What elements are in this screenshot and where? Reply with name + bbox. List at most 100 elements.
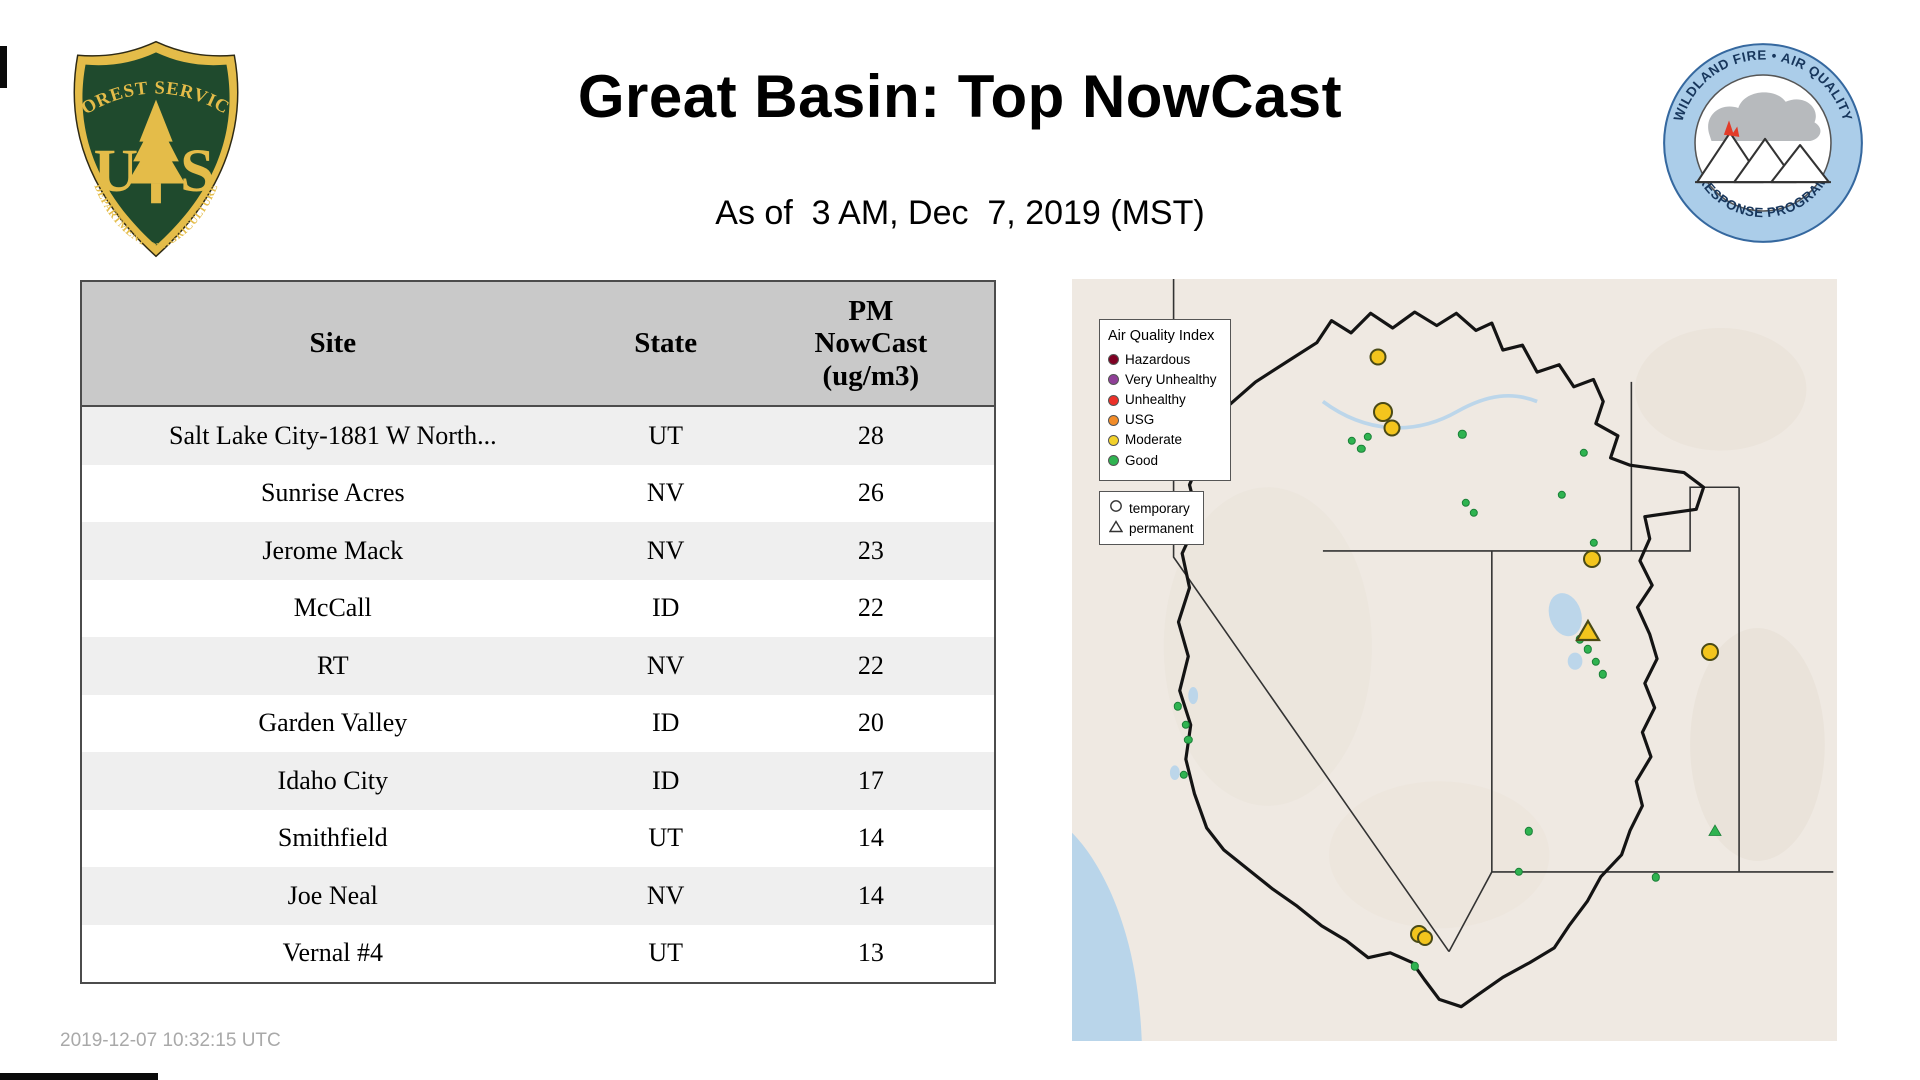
monitor-marker-good-circle[interactable]: [1583, 645, 1592, 654]
site-type-label: permanent: [1129, 520, 1194, 536]
monitor-marker-good-triangle[interactable]: [1707, 824, 1722, 836]
table-row: Vernal #4 UT 13: [82, 925, 994, 983]
table-cell-value: 23: [857, 535, 884, 565]
col-header-state: State: [634, 327, 698, 360]
table-cell-state: ID: [651, 708, 680, 738]
table-cell-value: 22: [857, 593, 884, 623]
table-cell-site: Smithfield: [277, 823, 388, 853]
table-cell-site: Joe Neal: [287, 880, 378, 910]
monitor-marker-good-circle[interactable]: [1181, 720, 1191, 729]
monitor-marker-good-circle[interactable]: [1179, 770, 1188, 780]
aqi-color-dot: [1108, 455, 1119, 467]
aqi-color-dot: [1108, 354, 1119, 366]
site-type-legend: temporary permanent: [1099, 491, 1204, 546]
monitor-marker-good-circle[interactable]: [1457, 430, 1467, 439]
screen-artifact-left: [0, 46, 7, 88]
page-title: Great Basin: Top NowCast: [577, 63, 1343, 130]
aqi-legend-label: Hazardous: [1125, 351, 1191, 367]
monitor-marker-good-circle[interactable]: [1173, 702, 1182, 711]
table-body: Salt Lake City-1881 W North... UT 28 Sunris…: [82, 407, 994, 982]
aqi-legend-label: Very Unhealthy: [1125, 371, 1217, 387]
usfs-pine-tree-icon: [127, 99, 185, 204]
table-cell-site: McCall: [293, 593, 372, 623]
snake-river: [1321, 393, 1538, 430]
wfaqrp-logo: WILDLAND FIRE • AIR QUALITY RESPONSE PRO…: [1663, 43, 1863, 243]
great-basin-boundary: [1176, 310, 1706, 1009]
aqi-legend-label: Good: [1125, 452, 1159, 468]
table-cell-state: NV: [646, 535, 685, 565]
aqi-legend-item: Unhealthy: [1108, 391, 1222, 409]
monitor-marker-good-circle[interactable]: [1469, 508, 1478, 518]
aqi-legend-item: USG: [1108, 411, 1222, 429]
table-cell-site: Jerome Mack: [262, 535, 404, 565]
monitor-marker-good-circle[interactable]: [1589, 538, 1598, 547]
table-row: Smithfield UT 14: [82, 810, 994, 868]
monitor-marker-good-circle[interactable]: [1410, 962, 1419, 971]
monitor-marker-good-circle[interactable]: [1347, 436, 1357, 445]
monitor-marker-moderate-triangle[interactable]: [1575, 618, 1602, 641]
table-row: Sunrise Acres NV 26: [82, 465, 994, 523]
table-cell-value: 14: [857, 823, 884, 853]
monitor-marker-moderate-circle[interactable]: [1369, 348, 1387, 366]
page-subtitle: As of 3 AM, Dec 7, 2019 (MST): [715, 194, 1205, 232]
table-row: Jerome Mack NV 23: [82, 522, 994, 580]
usfs-monogram-s: S: [180, 137, 214, 205]
monitor-marker-good-circle[interactable]: [1598, 670, 1608, 679]
mountains-icon: [1695, 131, 1831, 184]
table-cell-state: UT: [648, 823, 683, 853]
monitor-marker-good-circle[interactable]: [1557, 490, 1566, 499]
aqi-color-dot: [1108, 374, 1119, 386]
table-cell-site: Vernal #4: [282, 938, 383, 968]
monitor-marker-good-circle[interactable]: [1524, 827, 1533, 836]
table-cell-value: 22: [857, 650, 884, 680]
table-cell-value: 28: [857, 420, 884, 450]
table-cell-value: 26: [857, 478, 884, 508]
table-row: McCall ID 22: [82, 580, 994, 638]
triangle-glyph-icon: [1108, 519, 1124, 538]
table-cell-state: NV: [646, 650, 685, 680]
monitor-marker-good-circle[interactable]: [1514, 867, 1523, 877]
col-header-pm-nowcast: PM NowCast (ug/m3): [814, 294, 928, 392]
flame-icon: [1723, 120, 1740, 137]
monitor-marker-good-circle[interactable]: [1651, 872, 1660, 882]
table-row: Idaho City ID 17: [82, 752, 994, 810]
aqi-legend: Air Quality Index Hazardous Very Unhealth…: [1099, 319, 1231, 481]
monitor-marker-moderate-circle[interactable]: [1417, 930, 1434, 947]
col-header-site: Site: [309, 327, 357, 360]
aqi-legend-title: Air Quality Index: [1108, 328, 1215, 344]
table-cell-site: Garden Valley: [258, 708, 408, 738]
aqi-legend-item: Very Unhealthy: [1108, 371, 1222, 389]
site-type-legend-item: permanent: [1108, 519, 1194, 538]
table-cell-site: RT: [316, 650, 349, 680]
monitor-marker-good-circle[interactable]: [1184, 735, 1193, 745]
monitor-marker-good-circle[interactable]: [1363, 432, 1373, 441]
map-markers: [1072, 279, 1837, 1041]
monitor-marker-good-circle[interactable]: [1461, 498, 1471, 508]
monitor-marker-good-circle[interactable]: [1579, 448, 1588, 457]
site-type-legend-items: temporary permanent: [1108, 499, 1194, 538]
monitor-marker-good-circle[interactable]: [1356, 444, 1366, 454]
table-cell-state: NV: [646, 478, 685, 508]
table-row: Joe Neal NV 14: [82, 867, 994, 925]
aqi-legend-label: Moderate: [1125, 432, 1183, 448]
table-cell-value: 14: [857, 880, 884, 910]
table-cell-state: UT: [648, 938, 683, 968]
site-type-label: temporary: [1129, 500, 1190, 516]
table-cell-state: ID: [651, 765, 680, 795]
monitor-marker-good-circle[interactable]: [1591, 657, 1601, 666]
monitor-marker-moderate-circle[interactable]: [1701, 642, 1719, 661]
table-cell-value: 20: [857, 708, 884, 738]
monitor-marker-moderate-circle[interactable]: [1583, 549, 1602, 568]
table-header: Site State PM NowCast (ug/m3): [82, 282, 994, 407]
monitor-marker-moderate-circle[interactable]: [1372, 402, 1393, 423]
table-cell-state: NV: [646, 880, 685, 910]
table-cell-value: 17: [857, 765, 884, 795]
usfs-logo: FOREST SERVICE U S DEPARTMENT OF AGRICUL…: [66, 38, 239, 258]
monitor-marker-moderate-circle[interactable]: [1383, 419, 1401, 437]
great-basin-map: Air Quality Index Hazardous Very Unhealth…: [1072, 279, 1837, 1041]
aqi-color-dot: [1108, 394, 1119, 406]
aqi-legend-items: Hazardous Very Unhealthy Unhealthy USG Moder…: [1108, 351, 1222, 470]
generated-timestamp: 2019-12-07 10:32:15 UTC: [60, 1030, 281, 1051]
table-cell-site: Salt Lake City-1881 W North...: [168, 420, 497, 450]
nowcast-table: Site State PM NowCast (ug/m3) Salt Lake …: [80, 280, 996, 984]
